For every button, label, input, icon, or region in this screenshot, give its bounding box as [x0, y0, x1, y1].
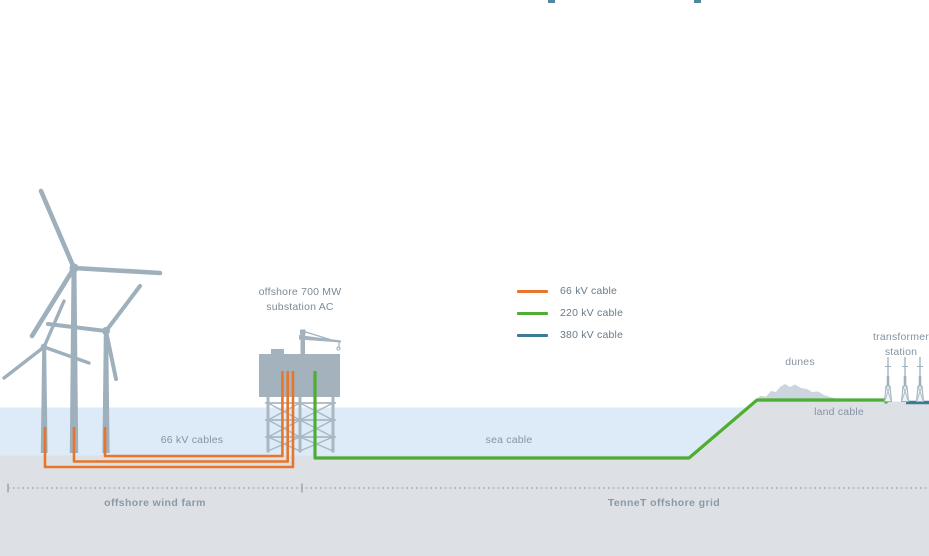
cable-66kv-from-left-turbine	[43, 371, 295, 469]
legend-swatch-220kv-icon	[517, 311, 548, 315]
legend-label-220kv: 220 kV cable	[560, 307, 624, 319]
cutoff-heading-fragment	[694, 0, 701, 3]
substation-jacket-lattice	[265, 395, 336, 453]
seabed-land	[0, 401, 929, 556]
legend-swatch-380kv-icon	[517, 333, 548, 337]
legend-label-380kv: 380 kV cable	[560, 329, 624, 341]
cable-66kv-from-center-turbine	[72, 371, 290, 463]
transformer-station-label: transformer station	[869, 330, 929, 359]
zone-label-offshore-wind-farm: offshore wind farm	[104, 497, 206, 509]
transformer-station-masts	[883, 357, 925, 402]
dunes-label: dunes	[785, 356, 815, 368]
cables-66kv-group	[43, 371, 295, 469]
transformer-label-line1: transformer	[873, 331, 929, 343]
cutoff-heading-fragment	[548, 0, 555, 3]
legend-row-220kv: 220 kV cable	[517, 307, 623, 319]
wind-turbine-tall	[29, 188, 163, 453]
platform-crane-icon	[299, 329, 341, 355]
transformer-mast-icon	[915, 357, 925, 402]
legend-label-66kv: 66 kV cable	[560, 285, 618, 297]
land-cable-label: land cable	[814, 406, 864, 418]
substation-label-line1: offshore 700 MW	[258, 286, 342, 298]
cable-66kv-from-right-turbine	[103, 371, 284, 458]
substation-label: offshore 700 MW substation AC	[240, 285, 360, 314]
substation-label-line2: substation AC	[266, 300, 334, 313]
legend-row-380kv: 380 kV cable	[517, 329, 623, 341]
wind-turbine-medium	[46, 284, 142, 453]
transformer-mast-icon	[900, 357, 910, 402]
transformer-mast-icon	[883, 357, 893, 402]
legend-swatch-66kv-icon	[517, 289, 548, 293]
cables-66kv-label: 66 kV cables	[160, 434, 224, 446]
sea-cable-label: sea cable	[485, 434, 533, 446]
sea-water	[0, 407, 747, 456]
transformer-label-line2: station	[884, 345, 918, 358]
legend-row-66kv: 66 kV cable	[517, 285, 623, 297]
cable-legend: 66 kV cable 220 kV cable 380 kV cable	[517, 285, 623, 341]
zone-label-tennet-offshore-grid: TenneT offshore grid	[607, 497, 721, 509]
dunes-silhouette	[754, 384, 844, 402]
substation-platform	[259, 329, 341, 397]
platform-rooftop-box	[271, 349, 284, 355]
